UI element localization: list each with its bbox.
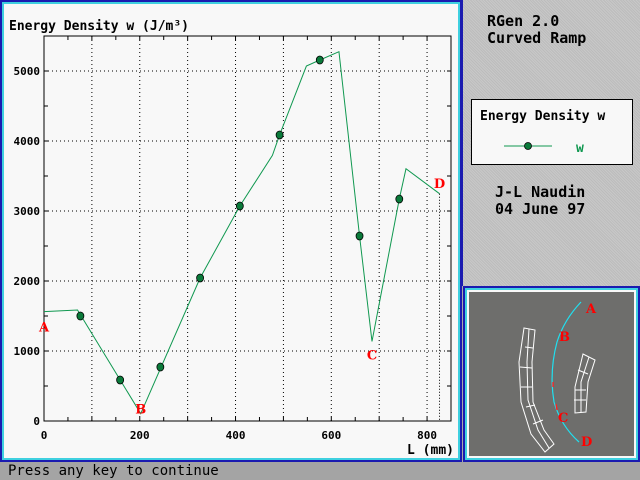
left-magnet-icon [518, 327, 555, 453]
series-line-w [43, 50, 440, 415]
legend: Energy Density w w [471, 99, 633, 165]
inset-label-c: C [558, 411, 568, 426]
y-tick-label: 3000 [14, 205, 41, 218]
annotation-a: A [38, 321, 50, 336]
trajectory-marks [552, 382, 558, 411]
status-bar: Press any key to continue [0, 462, 640, 480]
ramp-diagram: A B C D [469, 292, 634, 456]
chart-panel: Energy Density w (J/m³) 0 200 400 600 800 0 100… [0, 0, 462, 462]
inset-label-b: B [559, 330, 570, 345]
y-tick-label: 1000 [14, 345, 41, 358]
ramp-diagram-svg: A B C D [518, 301, 597, 453]
chart-title: Energy Density w (J/m³) [9, 19, 189, 34]
inset-label-d: D [581, 435, 592, 450]
y-tick-label: 4000 [14, 135, 41, 148]
legend-entry: w [576, 141, 584, 156]
right-magnet-icon [574, 353, 596, 414]
data-point-w [355, 231, 364, 241]
info-panel: RGen 2.0 Curved Ramp Energy Density w w … [462, 0, 640, 286]
inset-label-a: A [585, 302, 597, 317]
x-tick-label: 200 [130, 429, 150, 442]
annotation-b: B [135, 402, 146, 417]
y-tick-label: 0 [33, 415, 40, 428]
author: J-L Naudin [495, 183, 586, 201]
annotation-c: C [367, 349, 377, 364]
legend-line-marker-icon [504, 142, 552, 150]
y-tick-label: 5000 [14, 65, 41, 78]
plot-area [43, 35, 452, 422]
app-title: RGen 2.0 [487, 12, 560, 30]
trajectory-arc [551, 301, 582, 443]
data-point-w [196, 273, 204, 283]
date: 04 June 97 [495, 200, 586, 218]
legend-title: Energy Density w [480, 109, 606, 124]
chart: Energy Density w (J/m³) 0 200 400 600 800 0 100… [9, 19, 454, 458]
ramp-diagram-panel: A B C D [463, 286, 640, 462]
x-tick-label: 0 [41, 429, 48, 442]
x-axis-label: L (mm) [407, 443, 454, 458]
data-point-w [395, 194, 404, 204]
status-text: Press any key to continue [8, 463, 219, 479]
x-tick-label: 400 [226, 429, 246, 442]
app-subtitle: Curved Ramp [487, 29, 587, 47]
annotation-d: D [434, 177, 445, 192]
data-point-w [275, 130, 284, 140]
x-tick-label: 600 [321, 429, 341, 442]
x-tick-label: 800 [417, 429, 437, 442]
data-point-w [76, 311, 85, 321]
y-tick-label: 2000 [14, 275, 41, 288]
data-point-w [116, 375, 125, 385]
data-point-w [235, 201, 244, 211]
data-point-w [315, 55, 324, 65]
data-point-w [156, 362, 165, 372]
